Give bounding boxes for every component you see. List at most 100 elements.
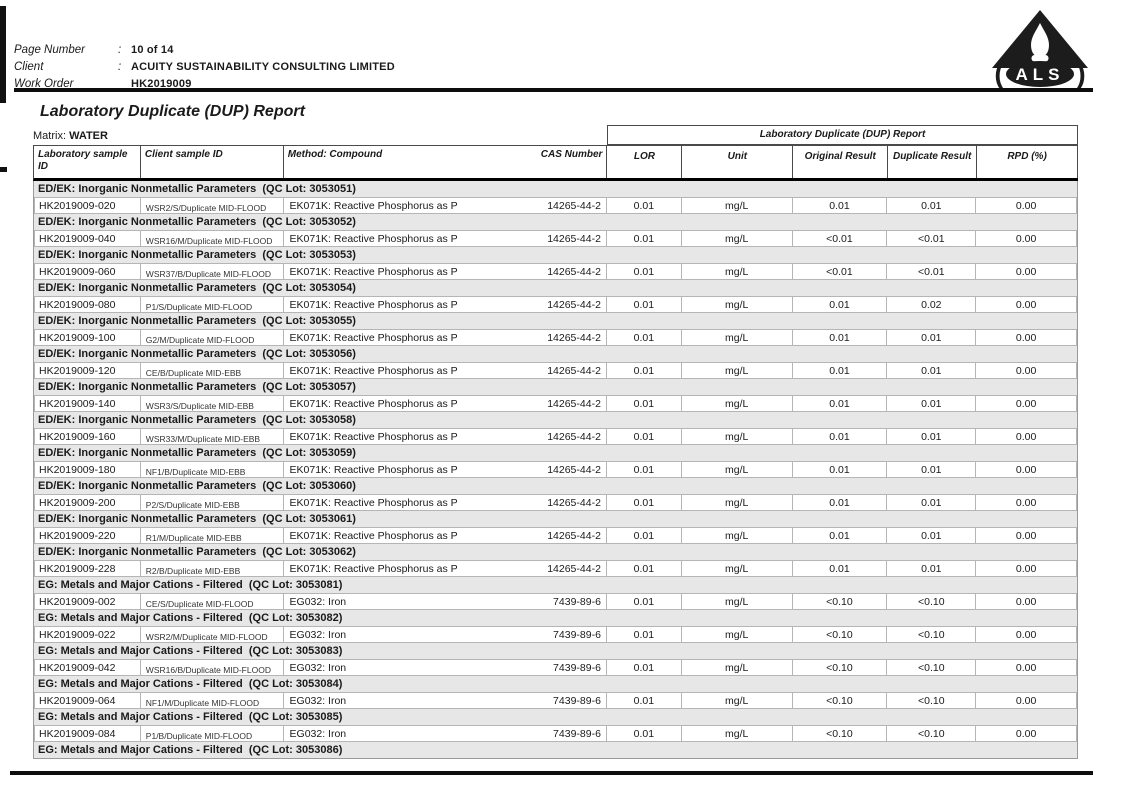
cas-cell: 14265-44-2 <box>520 197 607 214</box>
method-cell: EK071K: Reactive Phosphorus as P <box>283 527 521 544</box>
rpd-cell: 0.00 <box>976 197 1077 214</box>
logo-paren-right: ) <box>1076 58 1085 89</box>
col-header-cas-number: CAS Number <box>520 145 608 178</box>
rpd-cell: 0.00 <box>976 395 1077 412</box>
unit-cell: mg/L <box>681 692 793 709</box>
unit-cell: mg/L <box>681 659 793 676</box>
original-cell: <0.10 <box>792 593 888 610</box>
cas-cell: 14265-44-2 <box>520 428 607 445</box>
cas-cell: 7439-89-6 <box>520 725 607 742</box>
lab-id-cell: HK2019009-084 <box>34 725 141 742</box>
cas-cell: 14265-44-2 <box>520 230 607 247</box>
duplicate-cell: <0.10 <box>887 593 977 610</box>
separator: : <box>118 61 122 73</box>
lab-id-cell: HK2019009-160 <box>34 428 141 445</box>
method-cell: EK071K: Reactive Phosphorus as P <box>283 362 521 379</box>
client-label: Client <box>14 61 44 73</box>
section-header: ED/EK: Inorganic Nonmetallic Parameters … <box>38 381 356 393</box>
original-cell: <0.01 <box>792 263 888 280</box>
report-header: Page Number:10 of 14 Client: ACUITY SUSTA… <box>14 40 395 91</box>
cas-cell: 14265-44-2 <box>520 362 607 379</box>
lab-id-cell: HK2019009-080 <box>34 296 141 313</box>
lor-cell: 0.01 <box>606 527 682 544</box>
rpd-cell: 0.00 <box>976 428 1077 445</box>
lor-cell: 0.01 <box>606 296 682 313</box>
table-row: HK2019009-180 NF1/B/Duplicate MID-EBB EK07… <box>34 461 1077 478</box>
method-cell: EK071K: Reactive Phosphorus as P <box>283 329 521 346</box>
rpd-cell: 0.00 <box>976 560 1077 577</box>
table-header-row: Laboratory sample ID Client sample ID Me… <box>33 145 1079 181</box>
lab-id-cell: HK2019009-040 <box>34 230 141 247</box>
lab-id-cell: HK2019009-022 <box>34 626 141 643</box>
rpd-cell: 0.00 <box>976 527 1077 544</box>
original-cell: 0.01 <box>792 329 888 346</box>
lor-cell: 0.01 <box>606 494 682 511</box>
lor-cell: 0.01 <box>606 395 682 412</box>
original-cell: <0.10 <box>792 626 888 643</box>
page-number-label: Page Number <box>14 44 85 56</box>
lor-cell: 0.01 <box>606 593 682 610</box>
lab-id-cell: HK2019009-228 <box>34 560 141 577</box>
original-cell: 0.01 <box>792 461 888 478</box>
table-row: HK2019009-042 WSR16/B/Duplicate MID-FLOOD… <box>34 659 1077 676</box>
method-cell: EK071K: Reactive Phosphorus as P <box>283 230 521 247</box>
unit-cell: mg/L <box>681 725 793 742</box>
duplicate-cell: 0.01 <box>887 197 977 214</box>
matrix-value: WATER <box>69 130 108 142</box>
duplicate-cell: 0.01 <box>887 428 977 445</box>
lor-cell: 0.01 <box>606 659 682 676</box>
cas-cell: 7439-89-6 <box>520 659 607 676</box>
unit-cell: mg/L <box>681 494 793 511</box>
table-row: HK2019009-002 CE/S/Duplicate MID-FLOOD EG0… <box>34 593 1077 610</box>
duplicate-cell: <0.01 <box>887 263 977 280</box>
section-header: EG: Metals and Major Cations - Filtered … <box>38 579 343 591</box>
table-row: HK2019009-140 WSR3/S/Duplicate MID-EBB EK0… <box>34 395 1077 412</box>
work-order-label: Work Order <box>14 78 74 90</box>
work-order-value: HK2019009 <box>131 78 192 90</box>
table-row: HK2019009-060 WSR37/B/Duplicate MID-FLOOD… <box>34 263 1077 280</box>
section-header: ED/EK: Inorganic Nonmetallic Parameters … <box>38 414 356 426</box>
lor-cell: 0.01 <box>606 329 682 346</box>
rpd-cell: 0.00 <box>976 626 1077 643</box>
unit-cell: mg/L <box>681 263 793 280</box>
original-cell: 0.01 <box>792 296 888 313</box>
rpd-cell: 0.00 <box>976 362 1077 379</box>
method-cell: EK071K: Reactive Phosphorus as P <box>283 197 521 214</box>
section-header: EG: Metals and Major Cations - Filtered … <box>38 612 343 624</box>
als-logo-icon: ( ) ALS <box>992 10 1088 89</box>
client-id-cell: CE/B/Duplicate MID-EBB <box>140 362 284 379</box>
cas-cell: 7439-89-6 <box>520 593 607 610</box>
client-id-cell: WSR2/M/Duplicate MID-FLOOD <box>140 626 284 643</box>
method-cell: EK071K: Reactive Phosphorus as P <box>283 560 521 577</box>
unit-cell: mg/L <box>681 527 793 544</box>
lor-cell: 0.01 <box>606 626 682 643</box>
client-id-cell: WSR16/B/Duplicate MID-FLOOD <box>140 659 284 676</box>
method-cell: EK071K: Reactive Phosphorus as P <box>283 461 521 478</box>
client-id-cell: P1/B/Duplicate MID-FLOOD <box>140 725 284 742</box>
client-id-cell: NF1/B/Duplicate MID-EBB <box>140 461 284 478</box>
original-cell: 0.01 <box>792 362 888 379</box>
table-row: HK2019009-160 WSR33/M/Duplicate MID-EBB EK… <box>34 428 1077 445</box>
section-header: EG: Metals and Major Cations - Filtered … <box>38 744 343 756</box>
col-header-lab-sample-id: Laboratory sample ID <box>34 145 141 178</box>
duplicate-cell: 0.02 <box>887 296 977 313</box>
section-header: ED/EK: Inorganic Nonmetallic Parameters … <box>38 447 356 459</box>
original-cell: 0.01 <box>792 395 888 412</box>
section-header: EG: Metals and Major Cations - Filtered … <box>38 711 343 723</box>
dup-report-table: Laboratory Duplicate (DUP) Report Labora… <box>33 125 1079 759</box>
lab-id-cell: HK2019009-060 <box>34 263 141 280</box>
client-id-cell: WSR2/S/Duplicate MID-FLOOD <box>140 197 284 214</box>
lor-cell: 0.01 <box>606 692 682 709</box>
matrix-label: Matrix: <box>33 130 66 142</box>
section-header: ED/EK: Inorganic Nonmetallic Parameters … <box>38 348 356 360</box>
client-id-cell: R1/M/Duplicate MID-EBB <box>140 527 284 544</box>
table-row: HK2019009-228 R2/B/Duplicate MID-EBB EK071… <box>34 560 1077 577</box>
duplicate-cell: 0.01 <box>887 362 977 379</box>
duplicate-cell: 0.01 <box>887 329 977 346</box>
duplicate-cell: <0.10 <box>887 725 977 742</box>
method-cell: EG032: Iron <box>283 593 521 610</box>
table-group-header-row: Laboratory Duplicate (DUP) Report <box>33 125 1078 145</box>
section-header: ED/EK: Inorganic Nonmetallic Parameters … <box>38 315 356 327</box>
original-cell: <0.10 <box>792 659 888 676</box>
duplicate-cell: 0.01 <box>887 461 977 478</box>
